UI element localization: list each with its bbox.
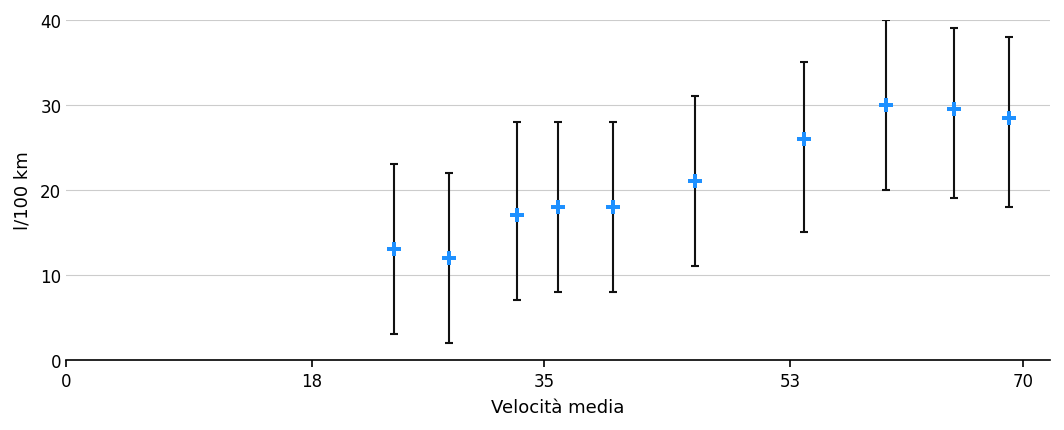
Y-axis label: l/100 km: l/100 km (14, 151, 32, 230)
X-axis label: Velocità media: Velocità media (492, 398, 625, 416)
